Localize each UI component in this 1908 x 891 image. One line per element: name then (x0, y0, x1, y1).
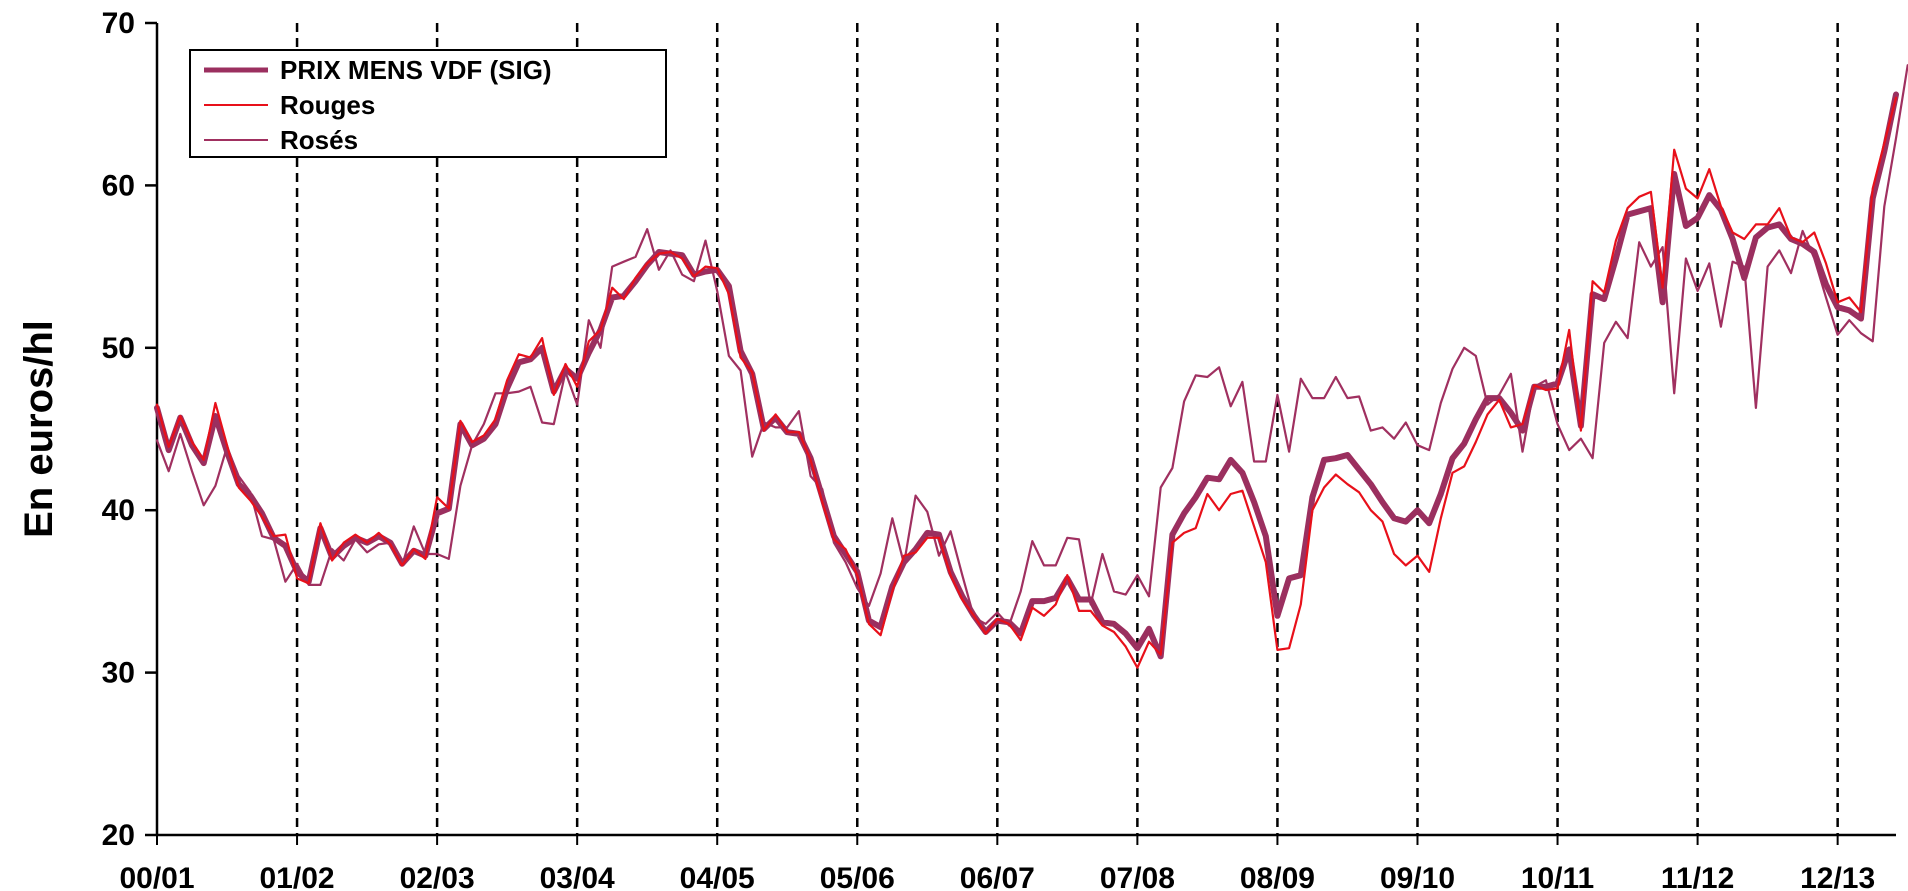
legend-box (189, 49, 667, 158)
x-tick-label: 10/11 (1521, 862, 1594, 891)
y-tick-label: 50 (102, 332, 135, 365)
x-tick-label: 01/02 (260, 862, 335, 891)
legend-label-roses: Rosés (280, 125, 358, 155)
legend-label-prix: PRIX MENS VDF (SIG) (280, 55, 552, 85)
x-tick-label: 09/10 (1380, 862, 1455, 891)
x-tick-label: 03/04 (540, 862, 615, 891)
series-line-roses (155, 64, 1908, 627)
x-tick-label: 05/06 (820, 862, 895, 891)
season-dividers (295, 23, 1839, 835)
y-tick-label: 70 (102, 7, 135, 40)
x-tick-label: 11/12 (1661, 862, 1734, 891)
x-tick-label: 00/01 (119, 862, 194, 891)
series-line-prix (154, 91, 1899, 660)
legend-label-rouges: Rouges (280, 90, 375, 120)
y-tick-label: 30 (102, 657, 135, 690)
x-tick-label: 04/05 (680, 862, 755, 891)
axes: 20 30 40 50 60 70 00/01 01/02 02/03 03/04 04/05 05/… (17, 7, 1896, 891)
series-lines (154, 64, 1908, 669)
legend: PRIX MENS VDF (SIG) Rouges Rosés (189, 49, 667, 158)
y-tick-label: 40 (102, 494, 135, 527)
x-tick-label: 08/09 (1240, 862, 1315, 891)
series-line-rouges (155, 96, 1898, 669)
y-axis-label: En euros/hl (17, 320, 61, 538)
x-tick-label: 06/07 (960, 862, 1035, 891)
x-tick-label: 02/03 (400, 862, 475, 891)
x-tick-label: 12/13 (1800, 862, 1875, 891)
x-tick-label: 07/08 (1100, 862, 1175, 891)
y-tick-label: 20 (102, 819, 135, 852)
y-tick-label: 60 (102, 169, 135, 202)
